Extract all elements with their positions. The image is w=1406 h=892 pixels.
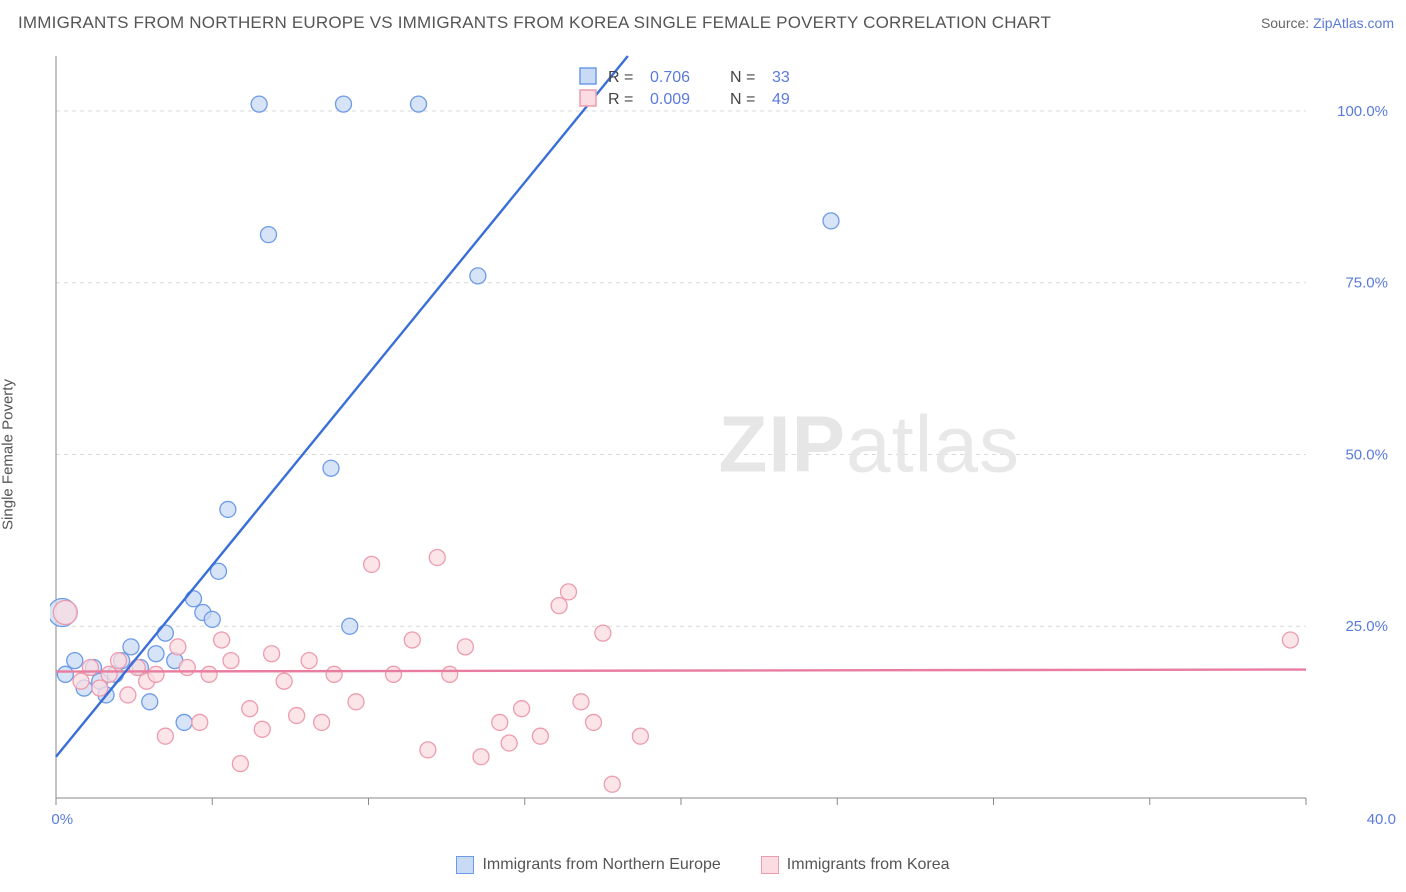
data-point-northern_europe [176, 714, 192, 730]
data-point-northern_europe [411, 96, 427, 112]
data-point-korea [264, 646, 280, 662]
plot-area: 25.0% 50.0% 75.0% 100.0% ZIPatlas 0.0% 40.0% R … [50, 46, 1396, 832]
data-point-korea [595, 625, 611, 641]
data-point-northern_europe [342, 618, 358, 634]
legend-item: Immigrants from Korea [761, 856, 950, 874]
data-point-korea [157, 728, 173, 744]
data-point-northern_europe [470, 268, 486, 284]
data-point-korea [532, 728, 548, 744]
data-point-korea [586, 714, 602, 730]
data-point-northern_europe [823, 213, 839, 229]
data-point-korea [214, 632, 230, 648]
x-tick-label: 0.0% [50, 811, 73, 828]
data-point-korea [276, 673, 292, 689]
legend-item: Immigrants from Northern Europe [456, 856, 720, 874]
data-point-northern_europe [220, 501, 236, 517]
data-point-korea [551, 598, 567, 614]
data-point-northern_europe [186, 591, 202, 607]
data-point-korea [120, 687, 136, 703]
y-axis-label: Single Female Poverty [0, 379, 17, 530]
data-point-korea [201, 666, 217, 682]
data-point-korea [289, 708, 305, 724]
legend-swatch [580, 90, 596, 106]
data-point-korea [457, 639, 473, 655]
data-point-northern_europe [142, 694, 158, 710]
y-tick-label: 100.0% [1337, 103, 1388, 120]
chart-header: IMMIGRANTS FROM NORTHERN EUROPE VS IMMIG… [0, 0, 1406, 46]
data-point-korea [314, 714, 330, 730]
source-link[interactable]: ZipAtlas.com [1313, 15, 1394, 31]
bottom-legend: Immigrants from Northern Europe Immigrant… [0, 856, 1406, 874]
data-point-korea [632, 728, 648, 744]
legend-label: Immigrants from Korea [787, 856, 950, 874]
legend-label: Immigrants from Northern Europe [482, 856, 720, 874]
data-point-northern_europe [323, 460, 339, 476]
data-point-korea [326, 666, 342, 682]
legend-top: R = 0.706 N = 33 R = 0.009 N = 49 [580, 68, 790, 108]
data-point-korea [92, 680, 108, 696]
data-point-korea [573, 694, 589, 710]
data-point-korea [179, 659, 195, 675]
data-point-korea [111, 653, 127, 669]
data-point-korea [254, 721, 270, 737]
data-point-northern_europe [123, 639, 139, 655]
chart-title: IMMIGRANTS FROM NORTHERN EUROPE VS IMMIG… [18, 13, 1051, 33]
data-point-korea [386, 666, 402, 682]
data-point-korea [473, 749, 489, 765]
trend-line-northern_europe [56, 56, 628, 757]
data-point-northern_europe [336, 96, 352, 112]
data-point-korea [404, 632, 420, 648]
data-point-korea [232, 756, 248, 772]
legend-n-value: 49 [772, 91, 790, 108]
data-point-korea [420, 742, 436, 758]
data-point-korea [364, 556, 380, 572]
data-point-korea [82, 659, 98, 675]
legend-n-label: N = [730, 91, 755, 108]
legend-n-label: N = [730, 69, 755, 86]
legend-swatch [456, 856, 474, 874]
data-point-northern_europe [251, 96, 267, 112]
x-tick-label: 40.0% [1367, 811, 1396, 828]
legend-r-value: 0.009 [650, 91, 690, 108]
data-point-korea [53, 601, 77, 625]
legend-n-value: 33 [772, 69, 790, 86]
legend-r-label: R = [608, 91, 633, 108]
source-prefix: Source: [1261, 15, 1313, 31]
y-tick-label: 25.0% [1345, 618, 1388, 635]
data-point-korea [561, 584, 577, 600]
data-point-northern_europe [157, 625, 173, 641]
y-tick-label: 50.0% [1345, 446, 1388, 463]
data-point-korea [514, 701, 530, 717]
y-tick-label: 75.0% [1345, 275, 1388, 292]
data-point-korea [148, 666, 164, 682]
data-point-northern_europe [204, 611, 220, 627]
data-point-korea [170, 639, 186, 655]
data-point-korea [101, 666, 117, 682]
data-point-korea [348, 694, 364, 710]
watermark: ZIPatlas [719, 400, 1020, 489]
data-point-northern_europe [148, 646, 164, 662]
data-point-korea [501, 735, 517, 751]
data-point-northern_europe [261, 227, 277, 243]
data-point-korea [223, 653, 239, 669]
data-point-korea [242, 701, 258, 717]
legend-r-label: R = [608, 69, 633, 86]
data-point-northern_europe [67, 653, 83, 669]
data-point-korea [192, 714, 208, 730]
legend-r-value: 0.706 [650, 69, 690, 86]
trend-line-korea [56, 670, 1306, 672]
data-point-korea [1282, 632, 1298, 648]
data-point-korea [604, 776, 620, 792]
legend-swatch [761, 856, 779, 874]
data-point-korea [73, 673, 89, 689]
data-point-korea [492, 714, 508, 730]
data-point-korea [442, 666, 458, 682]
data-point-northern_europe [57, 666, 73, 682]
legend-swatch [580, 68, 596, 84]
data-point-korea [129, 659, 145, 675]
data-point-korea [429, 550, 445, 566]
data-point-korea [301, 653, 317, 669]
source-attribution: Source: ZipAtlas.com [1261, 15, 1394, 31]
scatter-chart: 25.0% 50.0% 75.0% 100.0% ZIPatlas 0.0% 40.0% R … [50, 46, 1396, 832]
